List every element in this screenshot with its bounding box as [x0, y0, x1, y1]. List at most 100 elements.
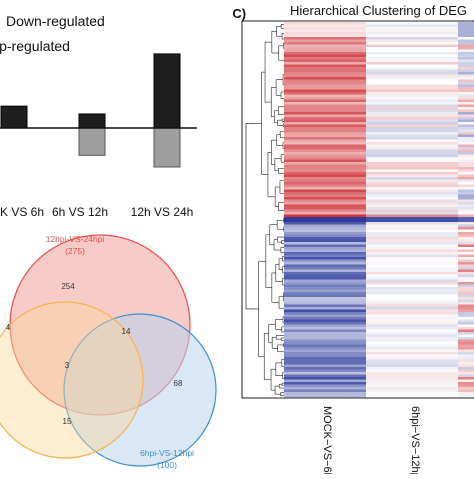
heatmap-cell	[366, 214, 458, 218]
heatmap-cell	[458, 34, 474, 38]
heatmap-cell	[458, 29, 474, 33]
heatmap-cell	[366, 184, 458, 188]
heatmap-cell	[284, 169, 366, 173]
heatmap-cell	[366, 92, 458, 95]
heatmap-cell	[458, 134, 474, 138]
heatmap-column-label: 6hpi−VS−12hpi	[409, 406, 421, 474]
heatmap-cell	[458, 184, 474, 188]
heatmap-cell	[458, 94, 474, 98]
heatmap-cell	[458, 59, 474, 63]
heatmap-cell	[366, 49, 458, 53]
heatmap-cell	[366, 389, 458, 393]
heatmap-cell	[458, 39, 474, 43]
heatmap-cell	[284, 294, 366, 298]
heatmap-cell	[458, 149, 474, 153]
heatmap-cell	[458, 324, 474, 328]
heatmap-cell	[458, 69, 474, 73]
heatmap-cell	[458, 269, 474, 273]
heatmap-cell	[458, 237, 474, 240]
heatmap-cell	[458, 244, 474, 248]
heatmap-cell	[458, 217, 474, 220]
heatmap-cell	[366, 32, 458, 35]
heatmap-cell	[366, 242, 458, 245]
heatmap-cell	[458, 229, 474, 233]
heatmap-cell	[366, 59, 458, 63]
x-tick-label: K VS 6h	[0, 205, 44, 219]
heatmap-cell	[284, 292, 366, 295]
heatmap-cell	[458, 347, 474, 350]
heatmap-cell	[366, 204, 458, 208]
heatmap-cell	[284, 179, 366, 183]
heatmap-cell	[366, 114, 458, 118]
heatmap-cell	[366, 319, 458, 323]
heatmap-cell	[458, 267, 474, 270]
heatmap-cell	[366, 89, 458, 93]
heatmap-cell	[458, 84, 474, 88]
heatmap-cell	[284, 94, 366, 98]
heatmap-cell	[284, 117, 366, 120]
heatmap-cell	[366, 69, 458, 73]
heatmap-cell	[366, 329, 458, 333]
heatmap-cell	[366, 249, 458, 253]
heatmap-cell	[458, 154, 474, 158]
heatmap-cell	[284, 339, 366, 343]
heatmap-cell	[284, 109, 366, 113]
venn-diagram: 12hpi-VS-24hpi (275) 254 4 14 3 68 15 6h…	[0, 234, 217, 470]
heatmap-cell	[366, 317, 458, 320]
heatmap-cell	[366, 309, 458, 313]
heatmap-cell	[284, 392, 366, 395]
heatmap-cell	[366, 74, 458, 78]
venn-region-4: 4	[6, 323, 11, 332]
heatmap-cell	[366, 87, 458, 90]
heatmap-cell	[366, 102, 458, 105]
heatmap-cell	[458, 214, 474, 218]
heatmap-cell	[366, 314, 458, 318]
heatmap-cell	[284, 239, 366, 243]
venn-set-6v12-size: (100)	[157, 460, 177, 470]
venn-region-15: 15	[63, 417, 72, 426]
heatmap-cell	[366, 42, 458, 45]
heatmap-cell	[366, 387, 458, 390]
panel-label-c: (C)	[232, 6, 246, 21]
heatmap-cell	[458, 387, 474, 390]
heatmap-cell	[284, 42, 366, 45]
heatmap-cell	[284, 279, 366, 283]
heatmap-cell	[458, 177, 474, 180]
heatmap-cell	[366, 179, 458, 183]
heatmap-cell	[458, 254, 474, 258]
heatmap-cell	[458, 327, 474, 330]
heatmap-cell	[284, 207, 366, 210]
heatmap-cell	[458, 259, 474, 263]
venn-panel: 12hpi-VS-24hpi (275) 254 4 14 3 68 15 6h…	[0, 230, 230, 474]
heatmap-cell	[458, 312, 474, 315]
heatmap-cell	[284, 249, 366, 253]
heatmap-cell	[458, 129, 474, 133]
heatmap-cell	[458, 249, 474, 253]
heatmap-cell	[366, 97, 458, 100]
heatmap-cell	[458, 314, 474, 318]
heatmap-cell	[366, 247, 458, 250]
heatmap-cell	[458, 54, 474, 58]
heatmap-cell	[284, 212, 366, 215]
heatmap-cell	[284, 77, 366, 80]
heatmap-cell	[284, 44, 366, 48]
heatmap-cell	[284, 327, 366, 330]
heatmap-cell	[284, 214, 366, 218]
heatmap-cell	[284, 27, 366, 30]
heatmap-cell	[366, 377, 458, 380]
heatmap-cell	[284, 159, 366, 163]
heatmap-cell	[366, 144, 458, 148]
heatmap-cell	[366, 222, 458, 225]
heatmap-cell	[284, 309, 366, 313]
heatmap-cell	[366, 47, 458, 50]
heatmap-cell	[458, 164, 474, 168]
heatmap-cell	[284, 369, 366, 373]
heatmap-cell	[366, 117, 458, 120]
heatmap-cell	[458, 174, 474, 178]
heatmap-cell	[366, 79, 458, 83]
heatmap-cell	[366, 342, 458, 345]
heatmap-cell	[284, 74, 366, 78]
bar-up-1	[78, 113, 106, 129]
heatmap-cell	[284, 32, 366, 35]
heatmap-cell	[366, 267, 458, 270]
